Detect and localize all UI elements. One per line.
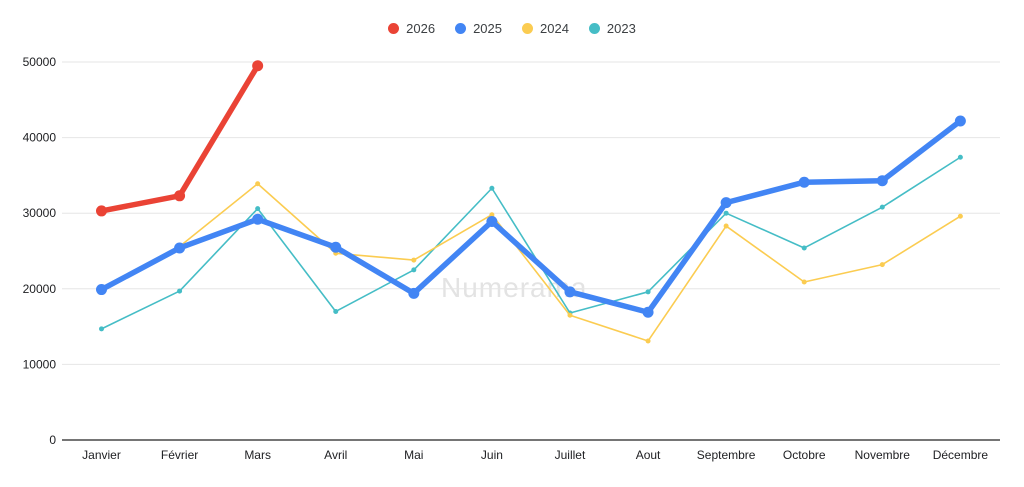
legend-label: 2025 xyxy=(473,20,502,36)
legend-color-dot xyxy=(588,22,600,34)
data-point-2023-Septembre xyxy=(723,210,729,216)
series-line-2025 xyxy=(98,118,964,315)
data-point-2023-Juin xyxy=(489,185,495,191)
data-point-2025-Avril xyxy=(330,241,342,253)
data-point-2025-Aout xyxy=(642,306,654,318)
data-point-2025-Décembre xyxy=(954,115,966,127)
y-axis-tick-label: 10000 xyxy=(23,357,57,371)
x-axis-month-label: Mai xyxy=(404,448,423,462)
legend-item-2025: 2025 xyxy=(455,21,502,36)
x-axis-month-label: Janvier xyxy=(82,448,121,462)
data-point-2025-Octobre xyxy=(798,176,810,188)
x-axis-month-label: Avril xyxy=(324,448,347,462)
x-axis-month-label: Mars xyxy=(244,448,271,462)
data-point-2023-Octobre xyxy=(801,245,807,251)
data-point-2025-Juin xyxy=(486,216,498,228)
y-axis-tick-label: 20000 xyxy=(23,282,57,296)
series-line-2026 xyxy=(98,63,261,214)
data-point-2023-Novembre xyxy=(879,204,885,210)
legend-label: 2023 xyxy=(606,20,636,36)
data-point-2025-Novembre xyxy=(876,175,888,187)
data-point-2025-Février xyxy=(174,242,186,254)
data-point-2025-Mai xyxy=(408,287,420,299)
x-axis-month-label: Aout xyxy=(636,448,661,462)
data-point-2024-Septembre xyxy=(723,223,729,229)
data-point-2023-Janvier xyxy=(99,326,104,332)
data-point-2024-Novembre xyxy=(879,262,885,268)
data-point-2023-Mai xyxy=(411,267,417,273)
x-axis-month-label: Novembre xyxy=(855,448,911,462)
x-axis-month-label: Juillet xyxy=(555,448,586,462)
data-point-2023-Décembre xyxy=(957,154,963,160)
x-axis-month-label: Septembre xyxy=(697,448,756,462)
x-axis-month-label: Février xyxy=(161,448,198,462)
data-point-2024-Octobre xyxy=(801,279,807,285)
y-axis-tick-label: 40000 xyxy=(23,131,57,145)
data-point-2024-Juin xyxy=(489,212,495,218)
data-point-2024-Juillet xyxy=(567,312,573,318)
legend-color-dot xyxy=(455,22,467,34)
x-axis-month-label: Juin xyxy=(481,448,503,462)
data-point-2024-Aout xyxy=(645,338,651,344)
legend-item-2026: 2026 xyxy=(388,21,435,36)
y-axis-tick-label: 30000 xyxy=(23,206,57,220)
data-point-2026-Janvier xyxy=(96,205,107,217)
data-point-2023-Février xyxy=(177,288,183,294)
data-point-2024-Mai xyxy=(411,257,417,263)
x-axis-month-label: Octobre xyxy=(783,448,826,462)
data-point-2023-Mars xyxy=(255,206,261,212)
y-axis-tick-label: 0 xyxy=(49,433,56,447)
legend-color-dot xyxy=(388,22,400,34)
legend-item-2024: 2024 xyxy=(522,21,569,36)
data-point-2026-Mars xyxy=(252,60,264,72)
data-point-2024-Décembre xyxy=(957,213,963,219)
legend-color-dot xyxy=(522,22,533,34)
data-point-2026-Février xyxy=(174,190,186,202)
data-point-2024-Mars xyxy=(255,181,261,187)
data-point-2025-Janvier xyxy=(96,284,107,296)
data-point-2023-Avril xyxy=(333,308,339,314)
y-axis-tick-label: 50000 xyxy=(23,55,57,69)
data-point-2025-Juillet xyxy=(564,286,576,298)
chart-legend: 2026 2025 2024 2023 xyxy=(0,14,1024,42)
data-point-2025-Mars xyxy=(252,213,264,225)
data-point-2025-Septembre xyxy=(720,197,732,209)
x-axis-month-label: Décembre xyxy=(933,448,989,462)
legend-label: 2024 xyxy=(540,20,569,36)
legend-label: 2026 xyxy=(406,20,436,36)
series-line-2024 xyxy=(100,182,962,342)
legend-item-2023: 2023 xyxy=(588,20,636,36)
data-point-2023-Aout xyxy=(645,289,651,295)
